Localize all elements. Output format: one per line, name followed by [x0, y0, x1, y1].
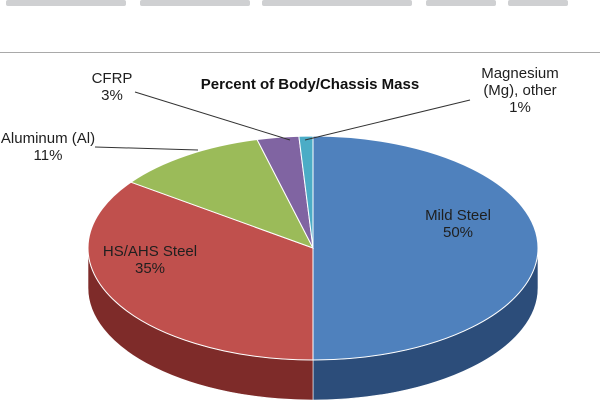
pie-slice-magnesium-mg-other [298, 135, 314, 249]
data-label-magnesium-mg-other: Magnesium (Mg), other 1% [481, 65, 559, 116]
leader-line [304, 99, 471, 141]
pie-slice-mild-steel [312, 135, 539, 361]
cropped-header-strip [0, 0, 600, 14]
pie-slice-aluminum-al- [129, 138, 315, 249]
header-divider [0, 52, 600, 53]
pie-slice-hs-ahs-steel [87, 181, 314, 361]
data-label-cfrp: CFRP 3% [92, 70, 133, 104]
data-label-hs-ahs-steel: HS/AHS Steel 35% [103, 243, 197, 277]
leader-line [94, 146, 199, 151]
leader-line [134, 91, 291, 141]
chart-title: Percent of Body/Chassis Mass [201, 76, 419, 93]
data-label-aluminum-al-: Aluminum (Al) 11% [1, 130, 95, 164]
data-label-mild-steel: Mild Steel 50% [425, 207, 491, 241]
